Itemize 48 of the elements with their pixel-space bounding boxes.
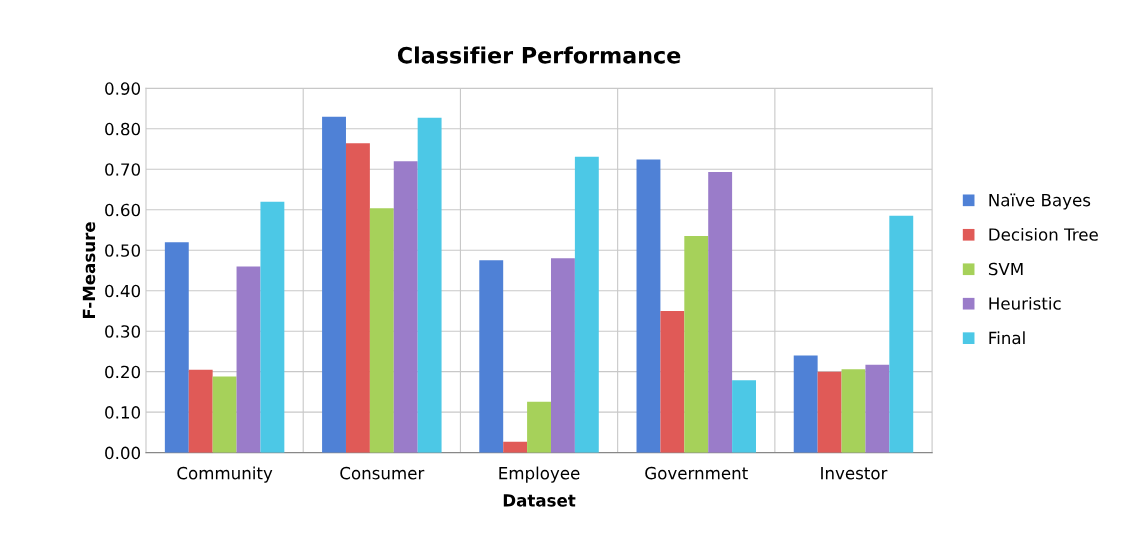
bar (417, 117, 442, 453)
bar (865, 364, 890, 453)
bar (684, 236, 709, 453)
bar (550, 258, 575, 453)
y-tick-label: 0.80 (105, 122, 141, 136)
x-tick-label: Investor (821, 467, 888, 480)
bar (527, 401, 551, 453)
bar (322, 116, 346, 453)
legend-label: SVM (988, 262, 1023, 276)
y-tick-label: 0.30 (105, 325, 141, 338)
x-tick-label: Employee (499, 466, 580, 483)
bar (345, 143, 370, 453)
bar (574, 156, 599, 453)
x-tick-label: Consumer (340, 466, 425, 480)
bar (841, 369, 866, 453)
x-tick-label: Community (177, 466, 273, 483)
bar (889, 215, 914, 453)
bar (732, 380, 756, 453)
y-tick-label: 0.40 (105, 284, 141, 298)
chart-title: Classifier Performance (397, 46, 681, 64)
legend-label: Decision Tree (989, 227, 1098, 241)
y-tick-label: 0.60 (105, 203, 141, 217)
bar (393, 161, 418, 453)
y-tick-label: 0.90 (105, 82, 141, 95)
x-tick-label: Government (645, 466, 748, 480)
x-axis-title: Dataset (503, 494, 576, 507)
bar (636, 159, 661, 453)
legend-label: Naïve Bayes (989, 193, 1091, 210)
bar (817, 371, 842, 453)
legend-label: Final (989, 331, 1025, 345)
y-tick-label: 0.10 (105, 406, 141, 419)
y-tick-label: 0.50 (105, 244, 141, 257)
bar (793, 355, 818, 453)
y-tick-label: 0.00 (105, 446, 141, 460)
bar (188, 369, 213, 453)
bar (164, 242, 189, 453)
bar (479, 260, 504, 453)
bar (503, 441, 528, 453)
bar (260, 201, 285, 453)
y-axis-title: F-Measure (82, 222, 96, 319)
bar (660, 310, 685, 453)
bar (212, 376, 237, 453)
y-tick-label: 0.20 (105, 365, 141, 379)
legend-label: Heuristic (989, 296, 1061, 310)
bar (708, 172, 733, 453)
bar (369, 208, 394, 453)
bar (236, 266, 261, 453)
y-tick-label: 0.70 (105, 163, 141, 176)
